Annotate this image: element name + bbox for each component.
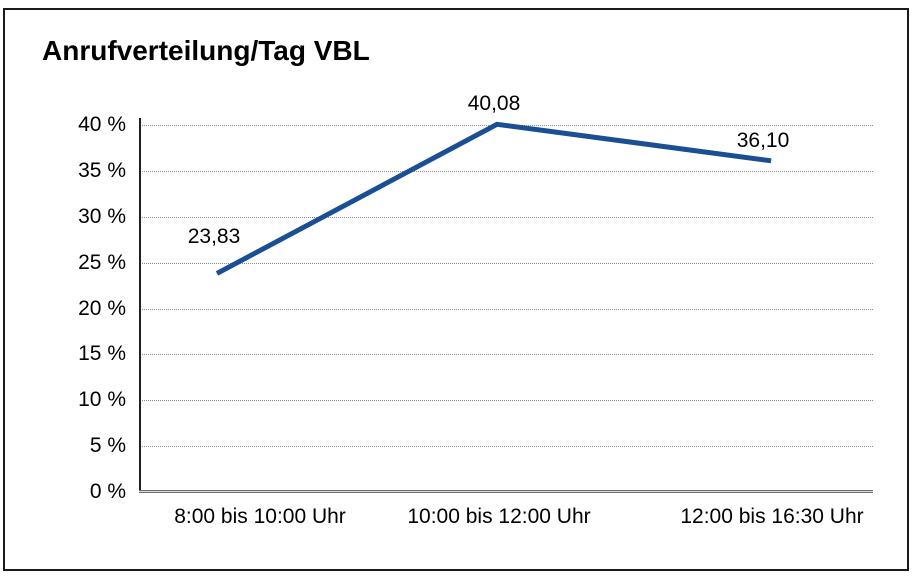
gridline-35: [140, 171, 873, 172]
gridline-10: [140, 400, 873, 401]
y-tick-label-25: 25 %: [78, 251, 126, 274]
gridline-20: [140, 309, 873, 310]
y-tick-label-5: 5 %: [89, 434, 126, 457]
y-axis-line: [139, 118, 141, 492]
x-axis-line: [139, 490, 873, 493]
gridline-25: [140, 263, 873, 264]
y-tick-label-0: 0 %: [89, 480, 126, 503]
data-label-2: 36,10: [736, 129, 790, 152]
gridline-5: [140, 446, 873, 447]
y-tick-label-20: 20 %: [78, 297, 126, 320]
data-label-1: 40,08: [467, 92, 521, 115]
y-tick-label-10: 10 %: [78, 388, 126, 411]
x-tick-label-1: 10:00 bis 12:00 Uhr: [407, 505, 591, 528]
x-tick-label-2: 12:00 bis 16:30 Uhr: [680, 505, 864, 528]
gridline-30: [140, 217, 873, 218]
y-tick-label-40: 40 %: [78, 113, 126, 136]
y-tick-label-15: 15 %: [78, 342, 126, 365]
gridline-15: [140, 354, 873, 355]
chart-frame: Anrufverteilung/Tag VBL: [3, 8, 909, 571]
y-tick-label-35: 35 %: [78, 159, 126, 182]
gridline-40: [140, 125, 873, 126]
x-tick-label-0: 8:00 bis 10:00 Uhr: [174, 505, 346, 528]
y-tick-label-30: 30 %: [78, 205, 126, 228]
data-label-0: 23,83: [187, 225, 241, 248]
chart-title: Anrufverteilung/Tag VBL: [42, 35, 370, 66]
